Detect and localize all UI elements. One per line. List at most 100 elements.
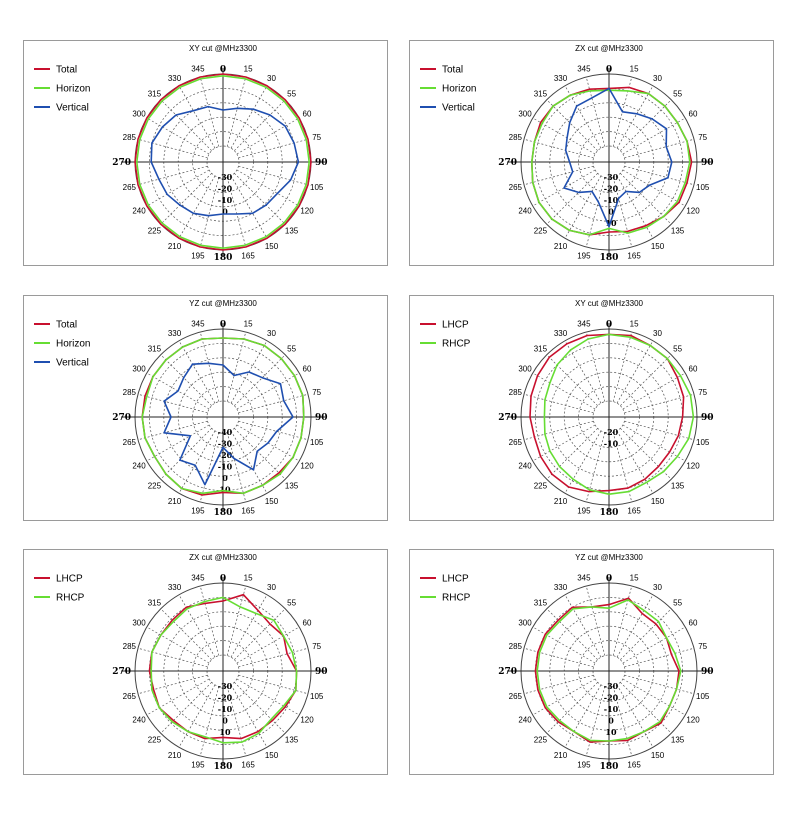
series-line-rhcp — [150, 596, 298, 744]
radial-label: -40 — [218, 427, 233, 437]
polar-grid — [507, 323, 711, 511]
angle-label: 55 — [287, 598, 296, 607]
angle-label: 15 — [630, 573, 639, 582]
angle-label: 60 — [303, 619, 312, 628]
angle-label: 120 — [686, 716, 700, 725]
angle-label: 75 — [312, 388, 321, 397]
angle-label: 90 — [315, 158, 328, 168]
legend-label: RHCP — [442, 593, 471, 604]
angle-label: 0 — [606, 65, 612, 75]
radial-label: -30 — [218, 439, 233, 449]
radial-label: 10 — [605, 727, 617, 737]
angle-label: 135 — [285, 227, 299, 236]
angle-label: 60 — [689, 365, 698, 374]
radial-label: -20 — [218, 693, 233, 703]
angle-label: 135 — [671, 227, 685, 236]
angle-label: 210 — [554, 751, 568, 760]
angle-label: 240 — [132, 716, 146, 725]
angle-label: 285 — [509, 133, 523, 142]
radial-label: -20 — [218, 184, 233, 194]
angle-label: 345 — [191, 319, 205, 328]
legend-label: Horizon — [56, 84, 90, 95]
angle-label: 60 — [689, 110, 698, 119]
angle-label: 0 — [606, 574, 612, 584]
radial-label: 10 — [219, 485, 231, 495]
angle-label: 300 — [518, 365, 532, 374]
series-line-vertical — [163, 362, 294, 486]
chart-title: XY cut @MHz3300 — [575, 299, 644, 308]
angle-label: 315 — [534, 598, 548, 607]
angle-label: 165 — [241, 252, 255, 261]
angle-label: 330 — [554, 329, 568, 338]
angle-label: 150 — [651, 497, 665, 506]
angle-label: 300 — [132, 110, 146, 119]
angle-label: 75 — [698, 133, 707, 142]
chart-title: ZX cut @MHz3300 — [575, 44, 643, 53]
angle-label: 0 — [220, 574, 226, 584]
angle-label: 30 — [267, 329, 276, 338]
polar-chart-6: YZ cut @MHz3300 0 15 30 55 60 75 90 105 120 135 150… — [420, 553, 714, 772]
radial-label: -10 — [604, 704, 619, 714]
chart-title: YZ cut @MHz3300 — [189, 299, 257, 308]
angle-label: 55 — [287, 344, 296, 353]
legend-label: Horizon — [56, 339, 90, 350]
radial-label: 0 — [608, 207, 614, 217]
angle-label: 195 — [191, 761, 205, 770]
angle-label: 315 — [534, 344, 548, 353]
chart-panel-6: YZ cut @MHz3300 0 15 30 55 60 75 90 105 120 135 150… — [409, 549, 774, 775]
series-line-total — [134, 73, 312, 251]
angle-label: 180 — [214, 508, 233, 518]
radial-label: -10 — [218, 462, 233, 472]
angle-label: 120 — [300, 716, 314, 725]
angle-label: 150 — [265, 751, 279, 760]
angle-label: 270 — [498, 667, 517, 677]
legend-label: Total — [56, 320, 77, 331]
angle-label: 300 — [518, 110, 532, 119]
angle-label: 60 — [689, 619, 698, 628]
angle-label: 240 — [132, 207, 146, 216]
angle-label: 225 — [534, 736, 548, 745]
radial-label: 10 — [605, 218, 617, 228]
legend-label: Vertical — [56, 358, 89, 369]
angle-label: 225 — [148, 482, 162, 491]
radial-label: 0 — [222, 207, 228, 217]
angle-label: 270 — [112, 158, 131, 168]
angle-label: 265 — [509, 183, 523, 192]
angle-label: 330 — [168, 329, 182, 338]
angle-label: 345 — [577, 573, 591, 582]
angle-label: 210 — [554, 242, 568, 251]
radial-label: -20 — [604, 184, 619, 194]
angle-label: 55 — [673, 598, 682, 607]
angle-label: 30 — [267, 583, 276, 592]
angle-label: 300 — [132, 365, 146, 374]
angle-label: 240 — [518, 462, 532, 471]
angle-label: 90 — [701, 158, 714, 168]
angle-label: 135 — [285, 482, 299, 491]
series-line-horizon — [136, 75, 310, 249]
angle-label: 330 — [554, 74, 568, 83]
angle-label: 225 — [148, 227, 162, 236]
legend-label: Vertical — [56, 103, 89, 114]
radial-label: -10 — [218, 704, 233, 714]
chart-panel-5: ZX cut @MHz3300 0 15 30 55 60 75 90 105 120 135 150… — [23, 549, 388, 775]
angle-label: 195 — [191, 252, 205, 261]
angle-label: 180 — [600, 253, 619, 263]
legend-label: LHCP — [442, 574, 469, 585]
angle-label: 315 — [534, 89, 548, 98]
angle-label: 105 — [310, 692, 324, 701]
angle-label: 15 — [244, 64, 253, 73]
angle-label: 210 — [554, 497, 568, 506]
angle-label: 240 — [132, 462, 146, 471]
angle-label: 285 — [123, 642, 137, 651]
chart-title: XY cut @MHz3300 — [189, 44, 258, 53]
legend-label: Horizon — [442, 84, 476, 95]
angle-label: 30 — [653, 583, 662, 592]
angle-label: 240 — [518, 207, 532, 216]
series-line-vertical — [563, 87, 673, 228]
polar-chart-4: XY cut @MHz3300 0 15 30 55 60 75 90 105 120 135 150… — [420, 299, 714, 518]
angle-label: 30 — [267, 74, 276, 83]
angle-label: 225 — [148, 736, 162, 745]
angle-label: 345 — [191, 573, 205, 582]
radial-label: 0 — [222, 473, 228, 483]
series-line-vertical — [150, 105, 300, 217]
